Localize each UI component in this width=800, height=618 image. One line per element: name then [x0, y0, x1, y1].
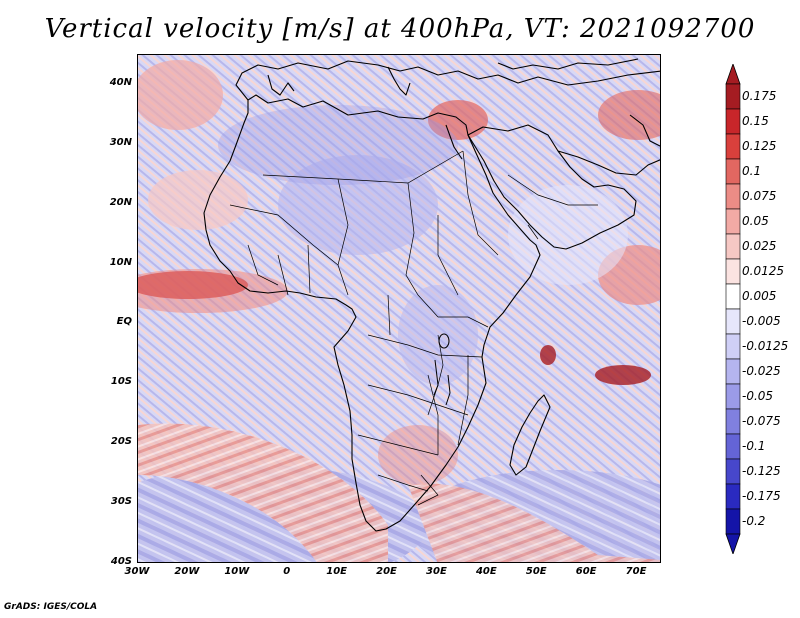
northeast-atlantic-ascent — [138, 60, 223, 130]
greece-coast — [387, 66, 411, 96]
nile-line — [445, 124, 463, 160]
lat-tick-label: 20N — [109, 196, 132, 208]
lat-tick-label: 30N — [109, 136, 132, 148]
madagascar-coast — [509, 394, 551, 476]
north-africa-descent — [218, 105, 458, 185]
iran-coast — [629, 114, 660, 147]
coastlines — [203, 58, 660, 532]
lon-tick-label: 20E — [376, 566, 397, 577]
lon-tick-label: 10W — [224, 566, 250, 577]
colorbar-label: 0.025 — [742, 238, 777, 253]
colorbar-label: -0.025 — [742, 363, 781, 378]
italy-coast — [267, 74, 295, 96]
arabia-coast — [467, 124, 637, 250]
colorbar-cell — [725, 208, 741, 235]
mediterranean-north-coast — [235, 60, 660, 101]
colorbar-cell — [725, 283, 741, 310]
indian-ocean-ascent-band — [408, 483, 660, 562]
colorbar-label: 0.05 — [742, 213, 769, 228]
africa-coast — [203, 94, 541, 532]
colorbar-label: 0.075 — [742, 188, 777, 203]
colorbar-label: -0.0125 — [742, 338, 789, 353]
lat-tick-label: 30S — [110, 496, 132, 508]
colorbar-cell — [725, 158, 741, 185]
lat-tick-label: 10N — [109, 256, 132, 268]
south-atlantic-ascent-band — [138, 423, 388, 562]
country-borders — [229, 150, 598, 506]
colorbar-cell — [725, 483, 741, 510]
colorbar-label: 0.175 — [742, 88, 777, 103]
lon-tick-label: 0 — [283, 566, 291, 577]
lakes — [433, 333, 451, 406]
colorbar-cell — [725, 458, 741, 485]
colorbar-cell — [725, 233, 741, 260]
lat-tick-label: EQ — [116, 316, 132, 328]
colorbar-cell — [725, 358, 741, 385]
colorbar-cell — [725, 83, 741, 110]
colorbar-cell — [725, 508, 741, 535]
colorbar-cell — [725, 108, 741, 135]
colorbar-cell — [725, 308, 741, 335]
lon-tick-label: 60E — [575, 566, 597, 577]
colorbar-bottom-arrow — [725, 533, 741, 554]
lat-tick-label: 20S — [110, 436, 132, 448]
lat-tick-label: 40S — [110, 556, 132, 567]
colorbar-cell — [725, 408, 741, 435]
lon-tick-label: 30E — [426, 566, 447, 577]
lat-tick-label: 10S — [110, 376, 132, 388]
turkey-coast — [497, 58, 639, 70]
southern-africa-ascent — [378, 425, 458, 485]
colorbar-cell — [725, 183, 741, 210]
colorbar-label: -0.175 — [742, 488, 781, 503]
eastern-med-ascent — [428, 100, 488, 140]
sahara-descent — [278, 155, 438, 255]
lon-tick-label: 10E — [326, 566, 347, 577]
colorbar-label: 0.125 — [742, 138, 777, 153]
map-panel — [137, 54, 661, 563]
colorbar-cells — [725, 64, 741, 554]
lon-tick-label: 70E — [625, 566, 647, 577]
colorbar-label: 0.0125 — [742, 263, 784, 278]
colorbar-label: 0.1 — [742, 163, 762, 178]
colorbar-cell — [725, 383, 741, 410]
colorbar-label: 0.15 — [742, 113, 769, 128]
madagascar-north-core — [540, 345, 556, 365]
chart-title: Vertical velocity [m/s] at 400hPa, VT: 2… — [44, 14, 756, 44]
colorbar-cell — [725, 333, 741, 360]
colorbar-label: -0.125 — [742, 463, 781, 478]
colorbar — [725, 64, 741, 554]
colorbar-top-arrow — [725, 64, 741, 85]
colorbar-cell — [725, 258, 741, 285]
indian-ocean-core — [595, 365, 651, 385]
lat-tick-label: 40N — [109, 76, 132, 88]
lon-tick-label: 50E — [525, 566, 547, 577]
lon-tick-label: 40E — [475, 566, 497, 577]
colorbar-label: -0.1 — [742, 438, 766, 453]
colorbar-label: -0.075 — [742, 413, 781, 428]
canary-ascent — [148, 170, 248, 230]
colorbar-cell — [725, 133, 741, 160]
footer-credit: GrADS: IGES/COLA — [4, 602, 98, 612]
colorbar-cell — [725, 433, 741, 460]
colorbar-label: -0.05 — [742, 388, 774, 403]
vertical-velocity-map — [138, 55, 660, 562]
colorbar-label: 0.005 — [742, 288, 777, 303]
lon-tick-label: 30W — [124, 566, 150, 577]
persian-gulf-coast — [557, 150, 660, 176]
lon-tick-label: 20W — [174, 566, 200, 577]
colorbar-label: -0.005 — [742, 313, 781, 328]
colorbar-label: -0.2 — [742, 513, 766, 528]
atlantic-itcz-halo — [138, 269, 288, 313]
